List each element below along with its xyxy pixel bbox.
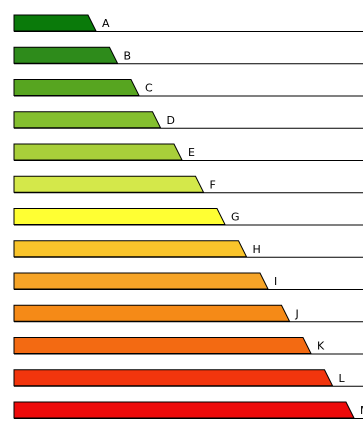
band-label-e: E (188, 146, 195, 159)
band-bar-g (13, 208, 226, 225)
band-bar-l (13, 369, 334, 387)
band-bar-k (13, 337, 312, 354)
band-bar-d (13, 111, 162, 129)
band-bar-a (13, 14, 97, 32)
band-label-h: H (253, 243, 261, 256)
band-label-j: J (295, 307, 299, 320)
band-bar-f (13, 175, 205, 193)
band-label-b: B (124, 49, 132, 62)
band-label-a: A (102, 17, 110, 30)
band-label-m: M (360, 404, 363, 417)
band-bar-i (13, 272, 269, 290)
band-bar-h (13, 240, 248, 258)
band-label-d: D (167, 114, 175, 127)
band-bar-m (13, 401, 355, 419)
band-bar-j (13, 304, 291, 322)
band-label-k: K (317, 340, 325, 353)
band-bar-b (13, 46, 119, 64)
band-label-g: G (231, 211, 240, 224)
band-label-l: L (339, 372, 346, 385)
band-bar-e (13, 143, 183, 161)
band-label-c: C (145, 82, 153, 95)
band-label-i: I (274, 275, 277, 288)
band-bar-c (13, 79, 140, 96)
band-label-f: F (210, 178, 216, 191)
rating-bands: A B C D E F G H I J K L M (13, 14, 363, 419)
